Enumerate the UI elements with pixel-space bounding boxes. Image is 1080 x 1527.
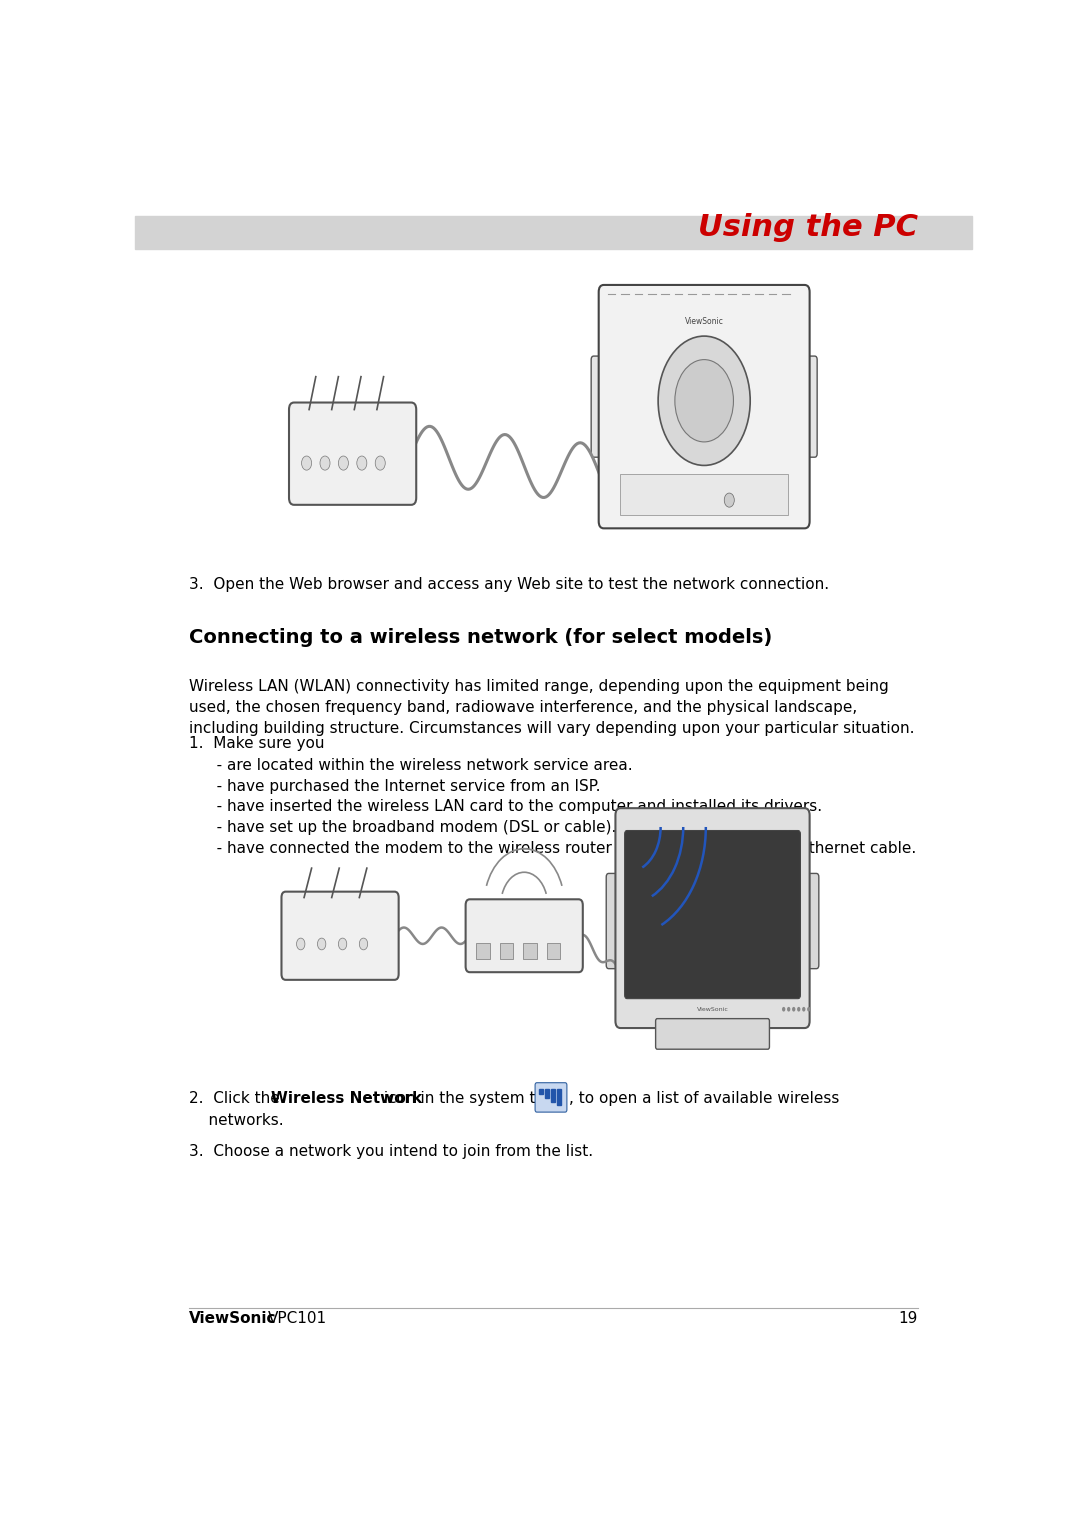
Circle shape [297, 938, 305, 950]
Text: ViewSonic: ViewSonic [697, 1006, 729, 1012]
Text: Wireless Network: Wireless Network [271, 1090, 422, 1106]
Circle shape [338, 457, 349, 470]
Text: 3.  Open the Web browser and access any Web site to test the network connection.: 3. Open the Web browser and access any W… [189, 577, 829, 592]
FancyBboxPatch shape [616, 808, 810, 1028]
Circle shape [375, 457, 386, 470]
Text: 19: 19 [899, 1312, 918, 1325]
Text: Wireless LAN (WLAN) connectivity has limited range, depending upon the equipment: Wireless LAN (WLAN) connectivity has lim… [189, 680, 889, 695]
Circle shape [797, 1006, 800, 1011]
Bar [546, 942, 561, 959]
Circle shape [807, 1006, 810, 1011]
Bar [551, 1089, 555, 1101]
Text: including building structure. Circumstances will vary depending upon your partic: including building structure. Circumstan… [189, 721, 915, 736]
Text: networks.: networks. [189, 1113, 284, 1128]
Text: Using the PC: Using the PC [698, 214, 918, 243]
Text: - have set up the broadband modem (DSL or cable).: - have set up the broadband modem (DSL o… [202, 820, 617, 835]
Bar [476, 942, 490, 959]
Text: 2.  Click the: 2. Click the [189, 1090, 285, 1106]
Text: icon in the system tray,: icon in the system tray, [379, 1090, 566, 1106]
Text: - have connected the modem to the wireless router or access point with an Ethern: - have connected the modem to the wirele… [202, 840, 916, 855]
Text: ViewSonic: ViewSonic [685, 318, 724, 325]
FancyBboxPatch shape [282, 892, 399, 980]
Text: 3.  Choose a network you intend to join from the list.: 3. Choose a network you intend to join f… [189, 1144, 594, 1159]
Circle shape [782, 1006, 785, 1011]
FancyBboxPatch shape [465, 899, 583, 973]
Bar [500, 942, 513, 959]
Circle shape [802, 1006, 806, 1011]
Circle shape [301, 457, 312, 470]
FancyBboxPatch shape [591, 356, 606, 457]
FancyBboxPatch shape [656, 1019, 769, 1049]
Circle shape [356, 457, 367, 470]
Circle shape [338, 938, 347, 950]
Bar [620, 475, 788, 516]
Text: 1.  Make sure you: 1. Make sure you [189, 736, 325, 751]
FancyBboxPatch shape [535, 1083, 567, 1112]
Circle shape [787, 1006, 791, 1011]
Text: used, the chosen frequency band, radiowave interference, and the physical landsc: used, the chosen frequency band, radiowa… [189, 701, 858, 715]
Bar [524, 942, 537, 959]
Bar [135, 217, 972, 249]
Circle shape [320, 457, 330, 470]
Circle shape [725, 493, 734, 507]
Text: - have inserted the wireless LAN card to the computer and installed its drivers.: - have inserted the wireless LAN card to… [202, 799, 822, 814]
Bar [557, 1089, 561, 1106]
Circle shape [658, 336, 751, 466]
Text: ViewSonic: ViewSonic [189, 1312, 276, 1325]
Circle shape [792, 1006, 795, 1011]
FancyBboxPatch shape [598, 286, 810, 528]
Bar [539, 1089, 543, 1095]
Text: - are located within the wireless network service area.: - are located within the wireless networ… [202, 759, 633, 773]
Text: VPC101: VPC101 [268, 1312, 327, 1325]
FancyBboxPatch shape [802, 873, 819, 968]
FancyBboxPatch shape [289, 403, 416, 505]
Circle shape [360, 938, 367, 950]
FancyBboxPatch shape [606, 873, 623, 968]
Circle shape [318, 938, 326, 950]
FancyBboxPatch shape [624, 831, 800, 999]
Circle shape [675, 360, 733, 441]
Bar [545, 1089, 550, 1098]
Text: - have purchased the Internet service from an ISP.: - have purchased the Internet service fr… [202, 779, 600, 794]
Text: Connecting to a wireless network (for select models): Connecting to a wireless network (for se… [189, 628, 772, 647]
FancyBboxPatch shape [802, 356, 818, 457]
Text: , to open a list of available wireless: , to open a list of available wireless [569, 1090, 840, 1106]
